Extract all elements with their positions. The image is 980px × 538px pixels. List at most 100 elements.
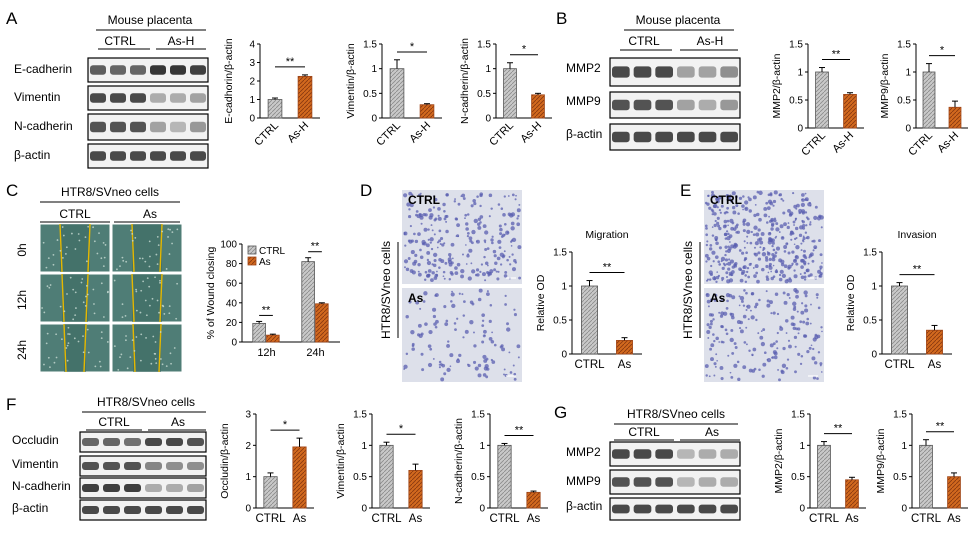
cell-dot <box>468 236 473 241</box>
cell-dot <box>717 195 722 200</box>
cell-dot <box>156 263 159 266</box>
panel-a-blot-label: E-cadherin <box>14 62 72 76</box>
cell-dot <box>439 242 442 246</box>
cell-dot <box>726 248 731 254</box>
cell-dot <box>511 253 514 256</box>
cell-dot <box>484 363 489 369</box>
chart-f1: 0 1 2 3 Occludin/β-actin CTRL As * <box>219 410 314 525</box>
cell-dot <box>796 310 799 313</box>
cell-dot <box>765 221 769 224</box>
cell-dot <box>160 358 162 360</box>
cell-dot <box>482 334 486 338</box>
blot-band <box>612 131 630 143</box>
panel-c-row-label: 24h <box>15 340 29 360</box>
cell-dot <box>475 268 480 272</box>
cell-dot <box>47 257 50 259</box>
blot-band <box>150 65 166 75</box>
cell-dot <box>747 275 751 279</box>
cell-dot <box>441 243 445 247</box>
cell-dot <box>755 271 759 275</box>
cell-dot <box>721 279 724 282</box>
cell-dot <box>502 254 506 258</box>
cell-dot <box>161 363 164 366</box>
y-tick-label: 1.5 <box>471 410 485 421</box>
cell-dot <box>414 239 419 244</box>
cell-dot <box>760 341 766 347</box>
cell-dot <box>465 227 469 231</box>
cell-dot <box>151 297 154 300</box>
y-axis-label: MMP9/β-actin <box>875 428 887 493</box>
cell-dot <box>808 223 812 226</box>
cell-dot <box>98 232 100 235</box>
y-tick-label: 0.5 <box>791 472 805 483</box>
wound-gap <box>64 324 86 372</box>
cell-dot <box>148 240 151 243</box>
y-tick-label: 1.5 <box>363 40 377 51</box>
cell-dot <box>66 344 69 347</box>
wound-image <box>111 323 183 373</box>
cell-dot <box>750 292 754 296</box>
cell-dot <box>429 213 434 218</box>
cell-dot <box>481 324 485 328</box>
cell-dot <box>494 261 498 265</box>
blot-band <box>145 484 162 492</box>
cell-dot <box>510 226 515 231</box>
cell-dot <box>714 219 717 223</box>
cell-dot <box>787 208 791 213</box>
cell-dot <box>716 359 718 362</box>
cell-dot <box>431 229 434 232</box>
cell-dot <box>445 193 449 197</box>
blot-band <box>90 65 106 75</box>
cell-dot <box>448 278 452 281</box>
cell-dot <box>715 199 720 204</box>
wound-edge-line <box>159 273 163 323</box>
cell-dot <box>802 240 805 243</box>
bar-as-h <box>297 75 313 119</box>
chart-f2: 0 0.5 1 1.5 Vimentin/β-actin CTRL As * <box>335 410 430 525</box>
cell-dot <box>802 236 806 241</box>
cell-dot <box>787 264 792 269</box>
cell-dot <box>417 270 420 273</box>
chart-a2: 0 0.5 1 1.5 Vimentin/β-actin CTRL As-H * <box>345 40 442 148</box>
cell-dot <box>725 293 731 298</box>
cell-dot <box>730 226 734 231</box>
cell-dot <box>463 300 466 304</box>
blot-band <box>103 438 120 446</box>
cell-dot <box>419 248 422 252</box>
cell-dot <box>464 217 466 220</box>
x-tick-label: As <box>527 513 541 525</box>
cell-dot <box>509 371 513 374</box>
cell-dot <box>442 270 446 274</box>
cell-dot <box>816 377 819 380</box>
cell-dot <box>792 307 797 312</box>
cell-dot <box>404 266 406 269</box>
panel-f-blot-label: β-actin <box>12 501 48 515</box>
cell-dot <box>750 309 752 312</box>
blot-band <box>655 449 673 459</box>
blot-f-ncadherin <box>79 477 207 499</box>
cell-dot <box>511 267 517 272</box>
panel-label-d: D <box>360 181 372 200</box>
cell-dot <box>744 280 748 284</box>
cell-dot <box>742 218 747 223</box>
cell-dot <box>437 207 441 211</box>
bar-as-12h <box>266 334 280 343</box>
y-tick-label: 1.5 <box>893 410 907 421</box>
cell-dot <box>460 268 465 274</box>
cell-dot <box>124 314 127 317</box>
cell-dot <box>139 359 142 362</box>
cell-dot <box>785 319 789 323</box>
cell-dot <box>810 344 813 347</box>
significance-mark: * <box>522 44 527 56</box>
cell-dot <box>794 370 797 374</box>
cell-dot <box>423 278 427 282</box>
cell-dot <box>742 314 747 319</box>
cell-dot <box>482 373 487 377</box>
cell-dot <box>755 318 758 322</box>
cell-dot <box>119 265 121 268</box>
cell-dot <box>766 303 771 308</box>
cell-dot <box>144 299 147 302</box>
blot-band <box>145 438 162 446</box>
cell-dot <box>484 279 487 282</box>
